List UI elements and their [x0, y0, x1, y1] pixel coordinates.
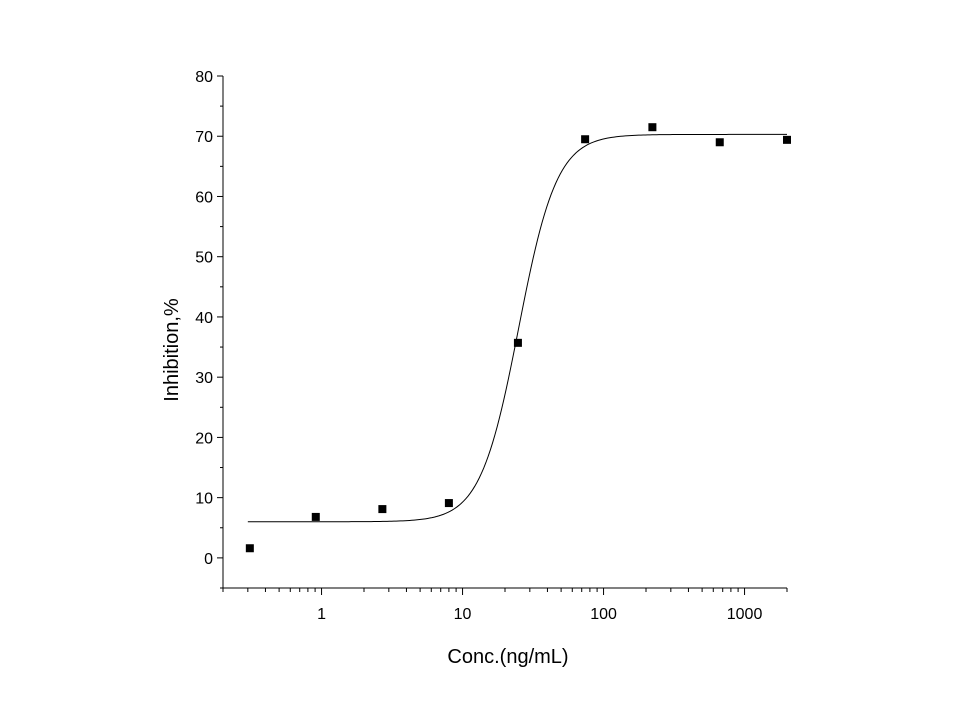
- x-tick-label: 1000: [727, 606, 763, 623]
- x-tick-label: 10: [454, 606, 472, 623]
- y-tick-label: 70: [195, 129, 213, 146]
- y-tick-label: 60: [195, 189, 213, 206]
- plot-area: [245, 123, 791, 553]
- data-point: [783, 135, 791, 144]
- y-tick-label: 10: [195, 491, 213, 508]
- x-axis-title: Conc.(ng/mL): [447, 646, 568, 668]
- data-point: [715, 138, 724, 147]
- data-point: [311, 512, 320, 521]
- data-point: [581, 135, 590, 144]
- y-tick-label: 20: [195, 430, 213, 447]
- data-point: [444, 499, 453, 508]
- y-axis: 0 10 20 30 40 50 60 70 80: [195, 69, 224, 589]
- data-point: [245, 544, 254, 553]
- x-tick-label: 1: [317, 606, 326, 623]
- data-point: [513, 338, 522, 347]
- data-point: [378, 505, 387, 514]
- x-tick-label: 100: [590, 606, 617, 623]
- fit-curve: [247, 133, 787, 523]
- y-axis-title: Inhibition,%: [161, 298, 183, 402]
- y-tick-label: 80: [195, 69, 213, 86]
- y-tick-label: 40: [195, 310, 213, 327]
- y-tick-label: 0: [204, 551, 213, 568]
- data-point: [648, 123, 657, 132]
- y-tick-label: 50: [195, 250, 213, 267]
- y-tick-label: 30: [195, 370, 213, 387]
- x-axis: 1 10 100 1000: [222, 587, 788, 623]
